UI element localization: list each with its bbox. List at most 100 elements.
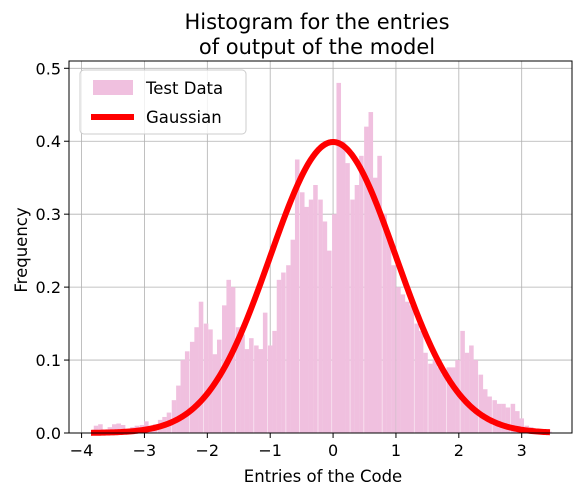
- y-tick-label: 0.0: [36, 424, 61, 443]
- histogram-bar: [208, 329, 213, 433]
- histogram-bar: [281, 272, 286, 433]
- x-tick-label: 0: [328, 441, 338, 460]
- histogram-bar: [382, 214, 387, 433]
- histogram-bar: [519, 418, 524, 433]
- histogram-bar: [487, 396, 492, 433]
- histogram-bar: [404, 301, 410, 433]
- histogram-bar: [469, 345, 474, 433]
- histogram-bar: [359, 155, 364, 433]
- histogram-bar: [372, 177, 378, 433]
- y-tick-label: 0.1: [36, 351, 61, 370]
- histogram-bar: [345, 163, 350, 433]
- histogram-bar: [184, 351, 190, 433]
- histogram-bar: [244, 349, 250, 433]
- histogram-bar: [354, 185, 360, 433]
- histogram-bar: [254, 345, 259, 433]
- x-tick-label: 1: [391, 441, 401, 460]
- y-tick-label: 0.4: [36, 132, 61, 151]
- histogram-bar: [350, 199, 355, 433]
- histogram-bar: [267, 345, 273, 433]
- histogram-bar: [203, 323, 209, 433]
- histogram-bar: [340, 141, 346, 433]
- histogram-bar: [418, 330, 424, 433]
- histogram-bar: [400, 294, 406, 433]
- histogram-bar: [194, 327, 199, 433]
- histogram-bar: [441, 374, 447, 433]
- histogram-bar: [318, 199, 323, 433]
- histogram-bar: [262, 312, 268, 433]
- histogram-bar: [327, 250, 332, 433]
- chart-title-line-1: Histogram for the entries: [184, 10, 449, 34]
- gaussian-curve: [89, 139, 552, 436]
- y-tick-label: 0.3: [36, 205, 61, 224]
- plot-area-frame: [68, 60, 573, 434]
- histogram-bar: [364, 126, 369, 433]
- histogram-bar: [249, 338, 254, 433]
- histogram-bar: [460, 330, 465, 433]
- histogram-bar: [515, 411, 520, 433]
- histogram-bar: [432, 360, 438, 433]
- x-tick-label: 3: [517, 441, 527, 460]
- histogram-bar: [492, 400, 497, 433]
- histogram-bar: [510, 403, 516, 433]
- histogram-bar: [478, 374, 484, 433]
- x-axis-ticks: −4 −3 −2 −1 0 1 2 3: [70, 433, 527, 460]
- histogram-bar: [409, 305, 414, 433]
- y-axis-ticks: 0.0 0.1 0.2 0.3 0.4 0.5: [36, 59, 69, 443]
- histogram-bar: [189, 341, 195, 433]
- histogram-bar: [332, 214, 337, 433]
- histogram-bar: [336, 82, 342, 433]
- histogram-bar: [414, 323, 419, 433]
- histogram-bar: [391, 265, 396, 433]
- histogram-bar: [501, 403, 506, 433]
- histogram-bar: [464, 352, 470, 433]
- histogram-bar: [505, 407, 511, 433]
- legend-gaussian-label: Gaussian: [146, 108, 222, 127]
- histogram-bar: [176, 385, 181, 433]
- histogram-bar: [423, 352, 428, 433]
- chart-title-line-2: of output of the model: [199, 35, 435, 59]
- histogram-bar: [286, 265, 291, 433]
- legend: Test Data Gaussian: [79, 69, 247, 135]
- histogram-bar: [93, 425, 99, 433]
- x-tick-label: −2: [196, 441, 220, 460]
- histogram-bar: [230, 287, 236, 433]
- histogram-bar: [308, 199, 314, 433]
- histogram-bars: [93, 82, 552, 433]
- histogram-bar: [294, 159, 300, 433]
- histogram-bar: [272, 330, 277, 433]
- histogram-bar: [304, 206, 309, 433]
- histogram-bar: [116, 423, 121, 433]
- y-tick-label: 0.2: [36, 278, 61, 297]
- histogram-bar: [212, 354, 218, 433]
- x-tick-label: 2: [454, 441, 464, 460]
- x-tick-label: −3: [133, 441, 157, 460]
- histogram-bar: [437, 367, 442, 433]
- histogram-bar: [198, 301, 204, 433]
- gaussian-curve-layer: [89, 139, 552, 436]
- histogram-bar: [446, 367, 452, 433]
- histogram-bar: [396, 287, 401, 433]
- histogram-bar: [386, 236, 392, 433]
- histogram-bar: [111, 424, 117, 433]
- y-axis-label: Frequency: [12, 207, 31, 292]
- x-tick-label: −4: [70, 441, 94, 460]
- histogram-bar: [368, 112, 374, 433]
- histogram-bar: [322, 221, 328, 433]
- histogram-bar: [180, 360, 186, 433]
- legend-test-data-swatch: [93, 80, 133, 95]
- histogram-bar: [235, 327, 241, 433]
- y-tick-label: 0.5: [36, 59, 61, 78]
- histogram-bar: [428, 363, 433, 433]
- histogram-bar: [450, 367, 456, 433]
- histogram-bar: [98, 424, 103, 433]
- x-tick-label: −1: [258, 441, 282, 460]
- histogram-bar: [377, 155, 382, 433]
- histogram-bar: [240, 334, 245, 433]
- histogram-bar: [290, 239, 296, 433]
- histogram-bar: [171, 400, 177, 433]
- x-axis-label: Entries of the Code: [244, 467, 402, 486]
- histogram-bar: [313, 185, 318, 433]
- histogram-bar: [473, 360, 479, 433]
